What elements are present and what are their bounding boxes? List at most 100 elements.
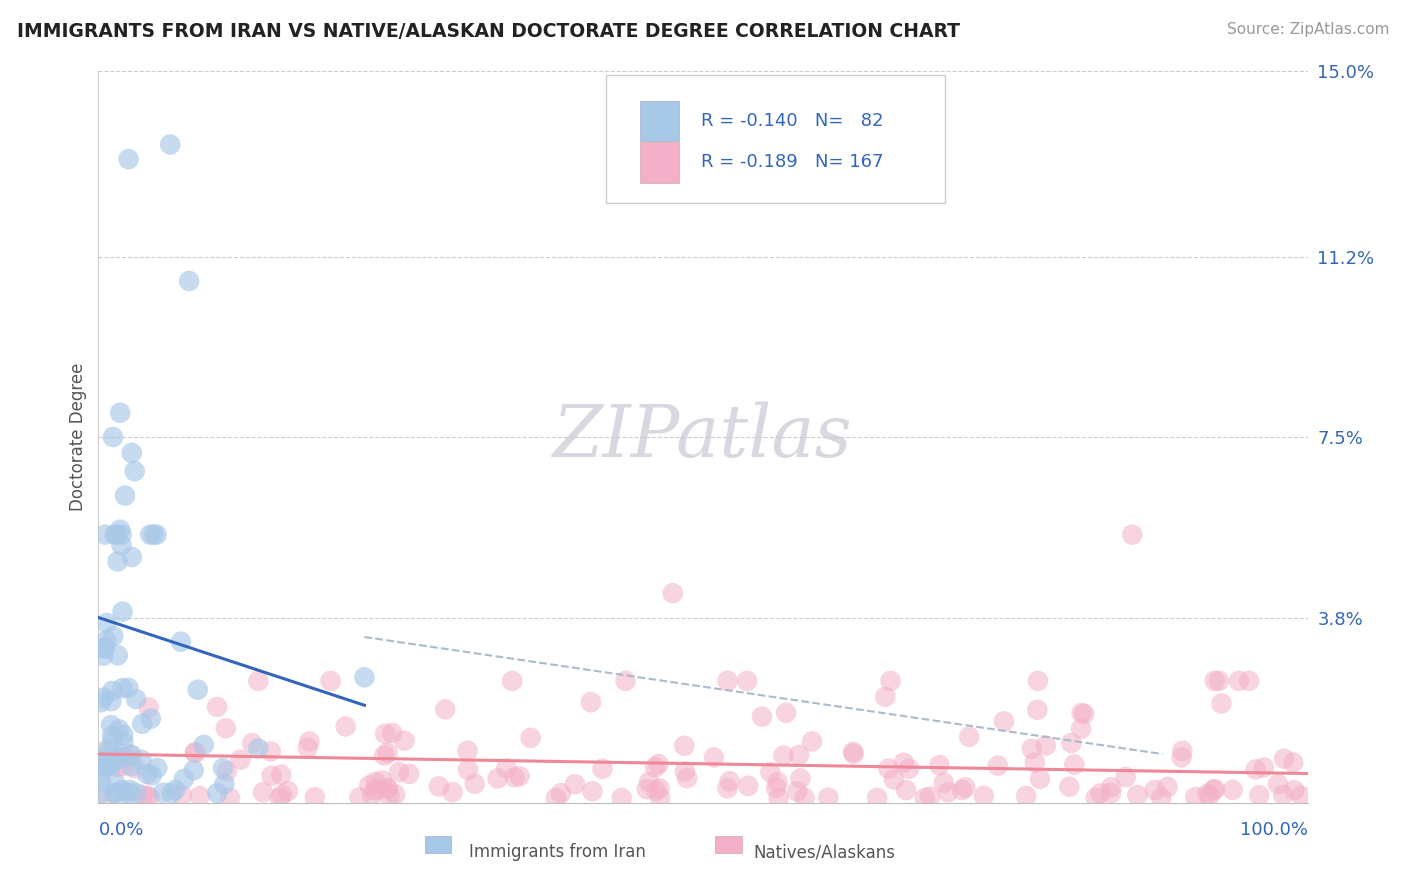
Point bbox=[159, 137, 181, 152]
Point bbox=[486, 772, 509, 786]
Point bbox=[136, 767, 159, 781]
Point bbox=[550, 786, 572, 800]
Point bbox=[100, 718, 122, 732]
Point bbox=[101, 430, 124, 444]
Point bbox=[98, 756, 121, 770]
Point bbox=[1199, 788, 1222, 802]
Point bbox=[768, 791, 790, 805]
Point bbox=[120, 759, 142, 773]
Point bbox=[579, 695, 602, 709]
Point bbox=[378, 789, 401, 803]
Point bbox=[610, 791, 633, 805]
Point bbox=[936, 785, 959, 799]
Point bbox=[359, 778, 381, 792]
Text: R = -0.140   N=   82: R = -0.140 N= 82 bbox=[700, 112, 883, 129]
Point bbox=[142, 527, 165, 541]
Point bbox=[898, 762, 921, 776]
Point bbox=[90, 766, 112, 780]
Point bbox=[125, 692, 148, 706]
Point bbox=[260, 744, 283, 758]
Point bbox=[96, 633, 118, 648]
Point bbox=[124, 464, 146, 478]
Point bbox=[1024, 756, 1046, 770]
Point bbox=[229, 753, 252, 767]
Point bbox=[90, 786, 112, 800]
Point bbox=[381, 726, 404, 740]
Point bbox=[398, 767, 420, 781]
Point bbox=[464, 777, 486, 791]
Point bbox=[1026, 673, 1049, 688]
Point bbox=[1227, 673, 1250, 688]
Bar bbox=[640, 143, 679, 183]
Point bbox=[364, 775, 387, 789]
Point bbox=[893, 756, 915, 770]
Point bbox=[1170, 750, 1192, 764]
Point bbox=[1099, 780, 1122, 795]
Point bbox=[101, 684, 124, 698]
Point bbox=[1021, 741, 1043, 756]
Point bbox=[645, 783, 668, 797]
Point bbox=[104, 776, 127, 790]
Point bbox=[214, 777, 236, 791]
Point bbox=[1222, 783, 1244, 797]
Point bbox=[319, 673, 342, 688]
Point bbox=[125, 786, 148, 800]
Point bbox=[297, 740, 319, 755]
Point bbox=[434, 702, 457, 716]
Point bbox=[1267, 777, 1289, 791]
Point bbox=[188, 789, 211, 803]
Point bbox=[1202, 782, 1225, 797]
Point bbox=[1070, 706, 1092, 720]
Point bbox=[735, 673, 758, 688]
Point bbox=[104, 750, 127, 764]
Point bbox=[111, 527, 134, 541]
Point bbox=[786, 784, 808, 798]
Point bbox=[1253, 760, 1275, 774]
Point bbox=[928, 758, 950, 772]
Point bbox=[1184, 790, 1206, 805]
Point bbox=[104, 786, 127, 800]
Point bbox=[136, 789, 159, 803]
Point bbox=[957, 730, 980, 744]
Point bbox=[105, 527, 128, 541]
Point bbox=[367, 782, 389, 797]
FancyBboxPatch shape bbox=[606, 75, 945, 203]
Point bbox=[638, 774, 661, 789]
Point bbox=[1244, 763, 1267, 777]
Point bbox=[673, 764, 696, 779]
Point bbox=[647, 757, 669, 772]
Point bbox=[104, 527, 127, 541]
Point bbox=[165, 783, 187, 797]
Bar bbox=[640, 101, 679, 141]
Point bbox=[1035, 739, 1057, 753]
Point bbox=[1150, 791, 1173, 805]
Point bbox=[993, 714, 1015, 729]
Point bbox=[139, 712, 162, 726]
Point bbox=[661, 586, 683, 600]
Point bbox=[879, 673, 901, 688]
Point bbox=[1090, 786, 1112, 800]
Point bbox=[1059, 780, 1081, 794]
Point bbox=[353, 670, 375, 684]
Point bbox=[152, 786, 174, 800]
Point bbox=[361, 788, 384, 802]
Point bbox=[298, 734, 321, 748]
Point bbox=[146, 761, 169, 775]
Point bbox=[648, 791, 671, 805]
Point bbox=[121, 549, 143, 564]
Point bbox=[384, 788, 406, 802]
Point bbox=[219, 791, 242, 805]
Point bbox=[91, 648, 114, 663]
Point bbox=[271, 788, 294, 802]
Point bbox=[772, 748, 794, 763]
Point bbox=[716, 673, 738, 688]
Point bbox=[205, 700, 228, 714]
Point bbox=[766, 775, 789, 789]
Point bbox=[636, 782, 658, 797]
Point bbox=[953, 780, 976, 795]
Point bbox=[100, 758, 122, 772]
Point bbox=[495, 761, 517, 775]
Point bbox=[1282, 756, 1305, 770]
Point bbox=[252, 785, 274, 799]
Point bbox=[121, 446, 143, 460]
